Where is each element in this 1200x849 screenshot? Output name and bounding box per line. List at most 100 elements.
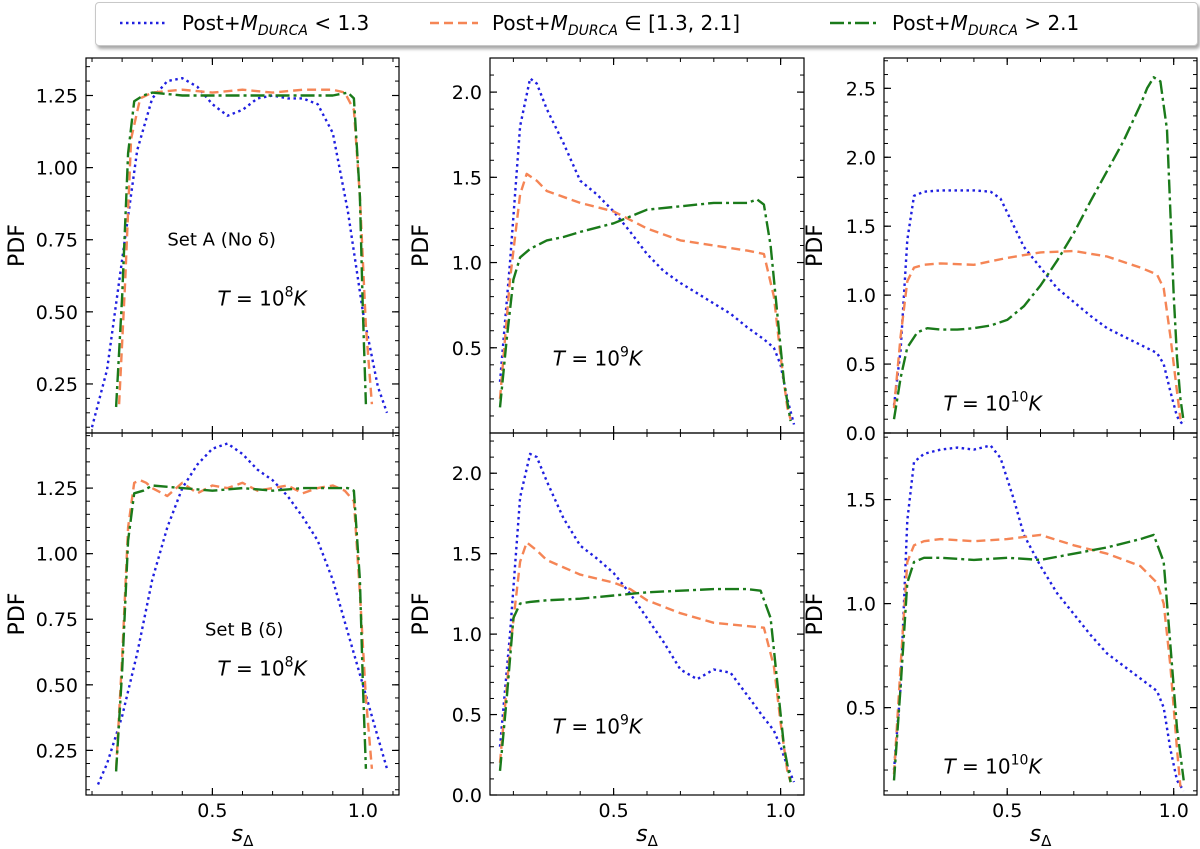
x-axis-label: sΔ (232, 822, 254, 849)
temp-base: = 10 (230, 287, 285, 311)
y-tick-label: 2.0 (846, 147, 876, 169)
temp-exp: 8 (285, 285, 294, 301)
panel-B9: 0.0 0.5 1.0 1.5 2.0 0.5 1.0 PDF sΔ T = 109K (409, 432, 805, 849)
y-tick-label: 1.5 (846, 216, 876, 238)
x-label-sub: Δ (648, 832, 659, 849)
x-label-main: s (1030, 822, 1041, 847)
panel-A8: 0.25 0.50 0.75 1.00 1.25 PDF Set A (No δ) T = 1… (5, 57, 400, 434)
y-tick-label: 1.0 (452, 253, 482, 275)
legend-relation: < 1.3 (308, 11, 369, 35)
y-tick-label: 1.25 (36, 86, 78, 108)
series-line-mid (114, 479, 374, 769)
legend-label-high: Post+MDURCA > 2.1 (892, 11, 1079, 39)
set-annotation: Set B (δ) (205, 620, 283, 641)
legend-symbol: M (551, 11, 568, 35)
x-label-sub: Δ (243, 832, 254, 849)
axes-frame (883, 432, 1198, 796)
x-label-main: s (636, 822, 647, 847)
temperature-label: T = 1010K (943, 390, 1043, 416)
x-tick-label: 0.5 (197, 800, 227, 822)
y-tick-label: 1.0 (846, 594, 876, 616)
y-tick-label: 1.5 (846, 490, 876, 512)
y-tick-label: 1.5 (452, 544, 482, 566)
axes-frame (489, 432, 805, 796)
y-tick-label: 0.50 (36, 675, 78, 697)
legend-box (95, 2, 1198, 46)
panel-B8: 0.25 0.50 0.75 1.00 1.25 0.5 1.0 PDF sΔ Set B (δ)… (5, 432, 400, 849)
series-line-mid (892, 533, 1182, 787)
legend-label-low: Post+MDURCA < 1.3 (182, 11, 369, 39)
x-label-sub: Δ (1041, 832, 1052, 849)
legend: Post+MDURCA < 1.3 Post+MDURCA ∈ [1.3, 2.1… (120, 11, 1079, 39)
legend-relation: ∈ [1.3, 2.1] (618, 11, 740, 35)
legend-subscript: DURCA (258, 23, 308, 39)
legend-symbol: M (241, 11, 258, 35)
y-tick-label: 0.5 (452, 705, 482, 727)
panels: 0.25 0.50 0.75 1.00 1.25 PDF Set A (No δ) T = 1… (5, 57, 1198, 849)
panel-B10: 0.5 1.0 1.5 0.5 1.0 PDF sΔ T = 1010K (803, 432, 1198, 849)
legend-relation: > 2.1 (1018, 11, 1079, 35)
temp-symbol: T (943, 392, 957, 416)
legend-label-mid: Post+MDURCA ∈ [1.3, 2.1] (492, 11, 740, 39)
series-line-high (114, 91, 368, 408)
temp-unit: K (294, 287, 309, 311)
y-tick-label: 1.25 (36, 478, 78, 500)
series-group (498, 77, 796, 425)
series-line-low (892, 189, 1185, 427)
y-tick-label: 1.00 (36, 158, 78, 180)
temp-unit: K (629, 347, 644, 371)
temp-unit: K (1028, 754, 1043, 778)
y-tick-label: 1.0 (846, 285, 876, 307)
series-group (892, 76, 1185, 427)
temp-symbol: T (553, 347, 567, 371)
temperature-label: T = 1010K (943, 752, 1043, 778)
temp-symbol: T (217, 657, 231, 681)
panel-A10: 0.0 0.5 1.0 1.5 2.0 2.5 PDF T = 1010K (803, 57, 1198, 445)
y-tick-label: 0.75 (36, 230, 78, 252)
temp-unit: K (629, 714, 644, 738)
axes-frame (883, 57, 1198, 434)
temp-exp: 9 (620, 345, 629, 361)
axes-frame (489, 57, 805, 434)
x-tick-label: 0.5 (598, 800, 628, 822)
y-axis-label: PDF (803, 593, 828, 636)
series-line-mid (498, 541, 792, 783)
y-axis-label: PDF (5, 224, 30, 267)
temp-base: = 10 (230, 657, 285, 681)
series-line-high (498, 587, 792, 783)
y-tick-label: 2.5 (846, 78, 876, 100)
y-tick-label: 1.0 (452, 624, 482, 646)
series-line-low (90, 77, 389, 428)
temperature-label: T = 108K (217, 285, 308, 311)
y-axis-label: PDF (5, 593, 30, 636)
y-tick-label: 0.0 (452, 785, 482, 807)
y-tick-label: 0.5 (452, 338, 482, 360)
series-line-low (498, 452, 796, 783)
x-tick-label: 1.0 (766, 800, 796, 822)
temp-symbol: T (553, 714, 567, 738)
temperature-label: T = 109K (553, 712, 644, 738)
series-group (892, 444, 1185, 792)
series-line-high (114, 484, 368, 772)
y-tick-label: 1.00 (36, 544, 78, 566)
y-tick-label: 0.5 (846, 698, 876, 720)
legend-prefix: Post+ (182, 11, 241, 35)
y-tick-label: 0.25 (36, 374, 78, 396)
temp-base: = 10 (956, 754, 1011, 778)
x-axis-label: sΔ (636, 822, 658, 849)
y-tick-label: 2.0 (452, 82, 482, 104)
temp-exp: 10 (1011, 390, 1029, 406)
y-tick-label: 0.75 (36, 609, 78, 631)
y-tick-label: 0.25 (36, 740, 78, 762)
legend-subscript: DURCA (568, 23, 618, 39)
temp-exp: 10 (1011, 752, 1029, 768)
series-line-mid (892, 249, 1182, 420)
y-axis-label: PDF (803, 224, 828, 267)
y-axis-label: PDF (409, 224, 434, 267)
legend-symbol: M (951, 11, 968, 35)
legend-prefix: Post+ (492, 11, 551, 35)
temp-symbol: T (943, 754, 957, 778)
temp-symbol: T (217, 287, 231, 311)
series-line-mid (498, 172, 792, 420)
